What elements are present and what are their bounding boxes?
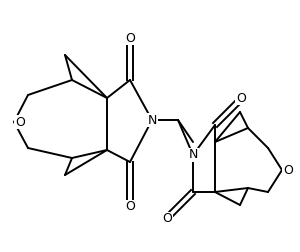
Text: O: O xyxy=(125,32,135,45)
Text: O: O xyxy=(283,164,293,176)
Text: N: N xyxy=(188,148,198,162)
Text: O: O xyxy=(236,91,246,105)
Text: O: O xyxy=(125,201,135,213)
Text: O: O xyxy=(15,115,25,129)
Text: O: O xyxy=(162,212,172,226)
Text: N: N xyxy=(147,113,157,127)
